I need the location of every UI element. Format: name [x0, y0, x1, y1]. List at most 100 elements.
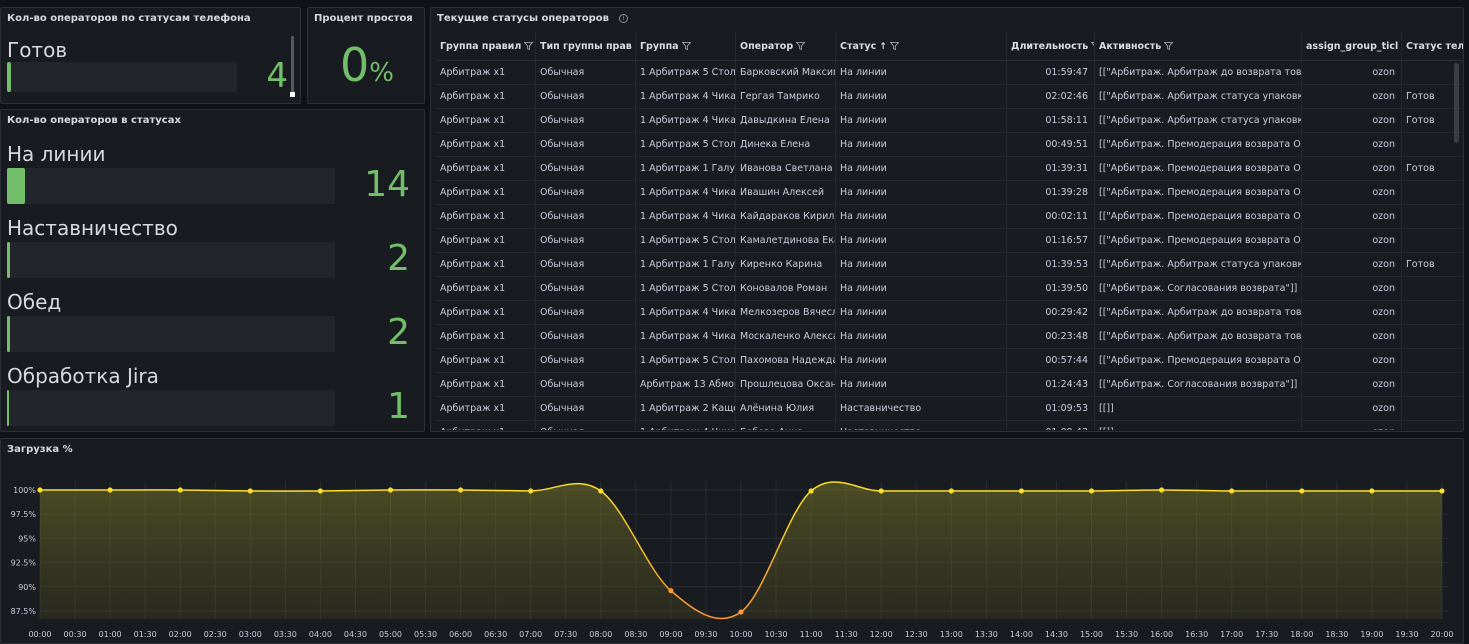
- table-cell: [["Арбитраж. Согласования возврата"]]: [1095, 373, 1302, 396]
- column-header-label: assign_group_ticl: [1306, 41, 1399, 52]
- x-tick-label: 14:00: [1010, 630, 1033, 639]
- data-point: [317, 488, 323, 494]
- x-tick-label: 10:00: [729, 630, 752, 639]
- table-cell: Обычная: [536, 325, 636, 348]
- filter-icon[interactable]: [793, 41, 806, 52]
- table-cell: [["Арбитраж. Премодерация возврата Ozon: [1095, 133, 1302, 156]
- table-cell: Кайдараков Кирилл: [736, 205, 836, 228]
- info-icon[interactable]: i: [618, 14, 628, 23]
- filter-icon[interactable]: [1161, 41, 1174, 52]
- panel-title[interactable]: Процент простоя: [314, 13, 413, 24]
- table-cell: [1402, 301, 1463, 324]
- table-cell: ozon: [1302, 85, 1402, 108]
- status-bar-fill: [7, 62, 11, 92]
- table-row[interactable]: Арбитраж х1 Обычная 1 Арбитраж 2 Кащее Алён…: [436, 397, 1463, 421]
- table-cell: [[]]: [1095, 397, 1302, 420]
- column-header[interactable]: assign_group_ticl: [1302, 32, 1402, 60]
- x-tick-label: 05:00: [379, 630, 402, 639]
- x-tick-label: 18:00: [1290, 630, 1313, 639]
- column-header[interactable]: Группа: [636, 32, 736, 60]
- table-cell: [1402, 373, 1463, 396]
- table-cell: [1402, 421, 1463, 430]
- data-point: [1439, 488, 1445, 494]
- filter-icon[interactable]: [679, 41, 691, 52]
- table-cell: ozon: [1302, 373, 1402, 396]
- table-cell: Арбитраж х1: [436, 421, 536, 430]
- x-tick-label: 19:00: [1360, 630, 1383, 639]
- table-cell: Арбитраж х1: [436, 397, 536, 420]
- table-cell: ozon: [1302, 133, 1402, 156]
- resize-handle[interactable]: [290, 92, 295, 97]
- table-cell: [["Арбитраж. Премодерация возврата Ozon: [1095, 349, 1302, 372]
- table-cell: Обычная: [536, 301, 636, 324]
- status-value: 14: [364, 164, 410, 205]
- table-cell: [["Арбитраж. Арбитраж статуса упаковки"]: [1095, 85, 1302, 108]
- table-cell: 1 Арбитраж 5 Столпо: [636, 133, 736, 156]
- table-cell: Пахомова Надежда: [736, 349, 836, 372]
- table-cell: Гергая Тамрико: [736, 85, 836, 108]
- column-header[interactable]: Длительность: [1007, 32, 1095, 60]
- table-cell: 1 Арбитраж 4 Чикано: [636, 325, 736, 348]
- table-cell: На линии: [836, 157, 1007, 180]
- panel-title[interactable]: Текущие статусы операторов i: [437, 13, 628, 24]
- column-header-label: Группа правил: [440, 41, 522, 52]
- data-point: [598, 488, 604, 494]
- y-tick-label: 90%: [18, 583, 36, 592]
- table-cell: На линии: [836, 181, 1007, 204]
- operator-status-panel: Кол-во операторов в статусах На линии 14…: [0, 109, 425, 432]
- scrollbar[interactable]: [1454, 63, 1459, 143]
- table-cell: Обычная: [536, 229, 636, 252]
- table-cell: ozon: [1302, 109, 1402, 132]
- filter-icon[interactable]: [521, 41, 534, 52]
- column-header[interactable]: Статус ↑: [836, 32, 1007, 60]
- table-cell: 01:39:50: [1007, 277, 1095, 300]
- filter-icon[interactable]: [1088, 41, 1094, 52]
- table-cell: Обычная: [536, 349, 636, 372]
- panel-title[interactable]: Кол-во операторов по статусам телефона: [7, 13, 251, 24]
- x-tick-label: 04:00: [309, 630, 332, 639]
- column-header[interactable]: Тип группы прав: [536, 32, 636, 60]
- data-point: [528, 488, 534, 494]
- column-header[interactable]: Активность: [1095, 32, 1302, 60]
- panel-title[interactable]: Кол-во операторов в статусах: [7, 115, 181, 126]
- table-cell: 01:16:57: [1007, 229, 1095, 252]
- table-cell: На линии: [836, 325, 1007, 348]
- panel-title[interactable]: Загрузка %: [7, 444, 73, 455]
- column-header[interactable]: Статус теле: [1402, 32, 1463, 60]
- filter-icon[interactable]: [887, 41, 899, 52]
- table-cell: ozon: [1302, 181, 1402, 204]
- x-tick-label: 16:00: [1150, 630, 1173, 639]
- table-cell: Обычная: [536, 109, 636, 132]
- column-header[interactable]: Оператор: [736, 32, 836, 60]
- table-cell: [1402, 325, 1463, 348]
- table-cell: 00:57:44: [1007, 349, 1095, 372]
- x-tick-label: 02:30: [204, 630, 227, 639]
- data-point: [1229, 488, 1235, 494]
- table-cell: Готов: [1402, 253, 1463, 276]
- table-cell: [["Арбитраж. Премодерация возврата Ozon: [1095, 157, 1302, 180]
- scrollbar[interactable]: [291, 36, 294, 94]
- table-cell: На линии: [836, 109, 1007, 132]
- table-cell: 02:02:46: [1007, 85, 1095, 108]
- column-header[interactable]: Группа правил: [436, 32, 536, 60]
- table-cell: [1402, 349, 1463, 372]
- status-bar: [7, 168, 335, 204]
- table-cell: Иванова Светлана: [736, 157, 836, 180]
- sort-ascending-icon[interactable]: ↑: [879, 42, 887, 52]
- table-cell: 1 Арбитраж 4 Чикано: [636, 109, 736, 132]
